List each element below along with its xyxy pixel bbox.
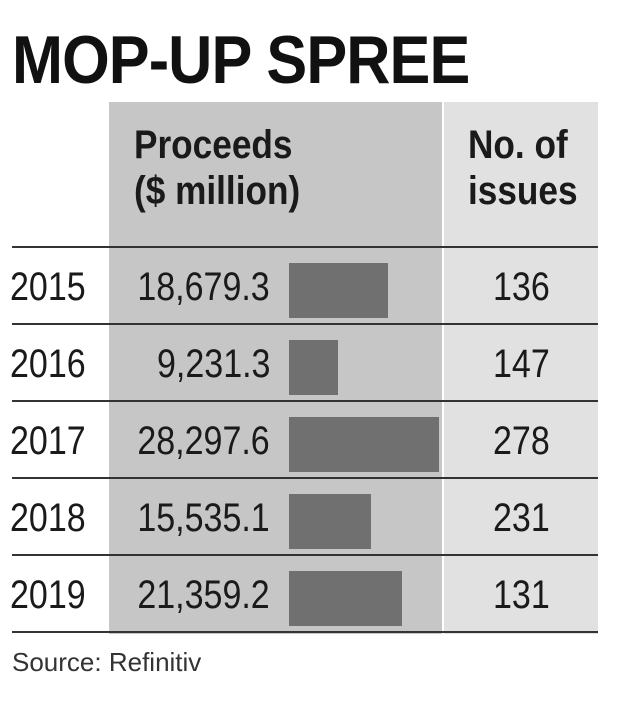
- issues-cell: 231: [444, 495, 598, 541]
- issues-cell: 131: [444, 572, 598, 618]
- proceeds-bar: [289, 263, 388, 318]
- year-label: 2015: [10, 265, 86, 309]
- year-label: 2016: [10, 342, 86, 386]
- issues-cell: 147: [444, 341, 598, 387]
- proceeds-value: 9,231.3: [156, 342, 270, 386]
- proceeds-value: 28,297.6: [137, 419, 270, 463]
- year-label: 2018: [10, 496, 86, 540]
- source-note: Source: Refinitiv: [12, 647, 202, 677]
- proceeds-header-line2: ($ million): [134, 169, 301, 213]
- proceeds-value: 15,535.1: [137, 496, 270, 540]
- issues-value: 231: [492, 496, 550, 540]
- year-label: 2019: [10, 573, 86, 617]
- proceeds-value: 21,359.2: [137, 573, 270, 617]
- issues-header-line1: No. of: [468, 123, 568, 167]
- issues-value: 136: [492, 265, 550, 309]
- table-rule: [12, 246, 598, 248]
- table-rule: [12, 400, 598, 402]
- table-rule: [12, 554, 598, 556]
- proceeds-header-line1: Proceeds: [134, 123, 293, 167]
- issues-value: 278: [492, 419, 550, 463]
- issues-cell: 136: [444, 264, 598, 310]
- proceeds-header: Proceeds ($ million): [134, 122, 300, 214]
- issues-cell: 278: [444, 418, 598, 464]
- proceeds-value: 18,679.3: [137, 265, 270, 309]
- table-row: 2016 9,231.3 147: [0, 325, 620, 399]
- table-rule: [12, 477, 598, 479]
- chart-title: MOP-UP SPREE: [12, 22, 470, 98]
- proceeds-bar: [289, 494, 371, 549]
- proceeds-bar: [289, 417, 439, 472]
- issues-value: 131: [492, 573, 550, 617]
- issues-header-line2: issues: [468, 169, 578, 213]
- table-rule: [12, 631, 598, 633]
- table-row: 2018 15,535.1 231: [0, 479, 620, 553]
- table-row: 2017 28,297.6 278: [0, 402, 620, 476]
- proceeds-bar: [289, 340, 338, 395]
- issues-header: No. of issues: [468, 122, 578, 214]
- proceeds-column-background: [109, 102, 442, 634]
- table-row: 2019 21,359.2 131: [0, 556, 620, 630]
- proceeds-bar: [289, 571, 402, 626]
- table-row: 2015 18,679.3 136: [0, 248, 620, 322]
- issues-value: 147: [492, 342, 550, 386]
- issues-column-background: [444, 102, 598, 634]
- table-rule: [12, 323, 598, 325]
- year-label: 2017: [10, 419, 86, 463]
